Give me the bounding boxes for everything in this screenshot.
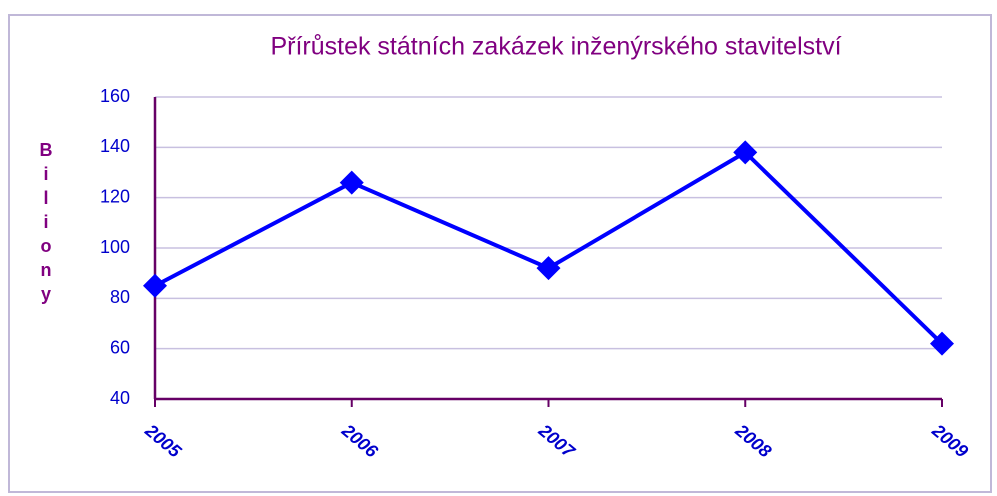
- marker: [733, 140, 758, 165]
- x-tick-label: 2007: [534, 420, 579, 462]
- x-tick-label: 2008: [731, 420, 775, 462]
- x-tick-label: 2005: [141, 420, 186, 462]
- y-tick-label: 100: [100, 237, 130, 257]
- y-axis-label: Biliony: [36, 140, 56, 308]
- chart-title: Přírůstek státních zakázek inženýrského …: [270, 33, 841, 61]
- y-tick-label: 140: [100, 136, 130, 156]
- marker: [143, 273, 167, 298]
- y-tick-label: 120: [100, 186, 130, 206]
- marker: [339, 170, 364, 195]
- y-tick-label: 160: [100, 86, 130, 106]
- x-tick-label: 2009: [928, 420, 972, 462]
- y-tick-label: 80: [110, 287, 130, 307]
- x-tick-label: 2006: [337, 420, 382, 462]
- marker: [930, 331, 954, 356]
- marker: [536, 256, 561, 281]
- y-tick-label: 60: [110, 337, 130, 357]
- frame: [8, 14, 992, 493]
- y-tick-label: 40: [110, 388, 130, 408]
